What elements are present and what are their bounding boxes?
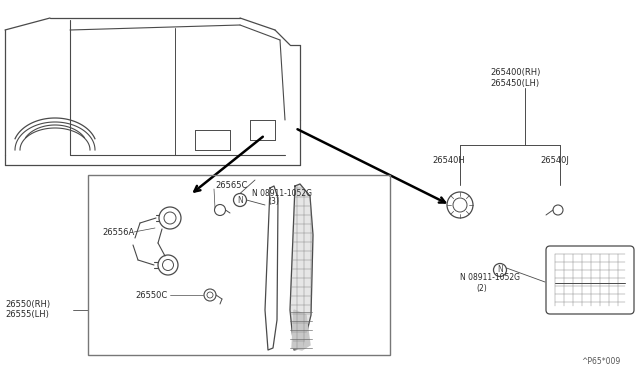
Text: N: N [237, 196, 243, 205]
Text: N 08911-1052G: N 08911-1052G [252, 189, 312, 198]
Text: (3): (3) [268, 196, 279, 205]
Text: 265400(RH): 265400(RH) [490, 67, 540, 77]
Text: 26556A: 26556A [102, 228, 134, 237]
Polygon shape [292, 310, 310, 350]
Text: (2): (2) [476, 283, 487, 292]
Text: 26565C: 26565C [215, 180, 248, 189]
Text: N: N [497, 266, 503, 275]
Polygon shape [290, 184, 313, 350]
Text: N 08911-1052G: N 08911-1052G [460, 273, 520, 282]
Text: 26540J: 26540J [540, 155, 569, 164]
Text: 26555(LH): 26555(LH) [5, 311, 49, 320]
Text: 26540H: 26540H [432, 155, 465, 164]
Text: 26550(RH): 26550(RH) [5, 301, 50, 310]
Text: 26550C: 26550C [135, 291, 167, 299]
Text: 265450(LH): 265450(LH) [490, 78, 539, 87]
Text: ^P65*009: ^P65*009 [580, 357, 620, 366]
Bar [88, 175, 390, 355]
